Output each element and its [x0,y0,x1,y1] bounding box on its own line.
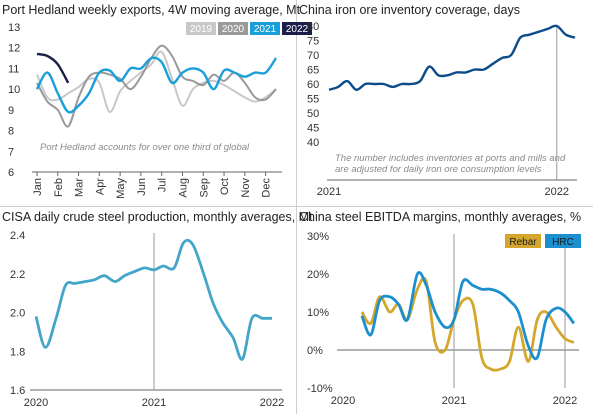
y-tick-label: 70 [307,50,319,62]
y-tick-label: 20% [307,269,329,281]
y-tick-label: 12 [8,43,20,55]
legend-label-rebar: Rebar [509,237,537,248]
legend-label-2020: 2020 [222,24,245,35]
legend-label-2019: 2019 [190,24,213,35]
annotation: The number includes inventories at ports… [335,153,566,164]
x-tick-label: Oct [219,178,231,195]
chart-title: CISA daily crude steel production, month… [2,210,313,224]
x-tick-label: 2021 [442,395,466,407]
x-tick-label: 2020 [24,397,48,409]
x-tick-label: Nov [240,178,252,198]
y-tick-label: 1.6 [10,385,25,397]
series-line [328,24,576,91]
y-tick-label: 80 [307,21,319,33]
legend-swatch-2021 [250,22,280,35]
y-tick-label: 11 [8,63,19,75]
x-tick-label: Mar [74,178,86,197]
y-tick-label: 1.8 [10,346,25,358]
y-tick-label: -10% [307,383,333,395]
y-tick-label: 0% [307,345,323,357]
y-tick-label: 50 [307,108,319,120]
legend-label-2022: 2022 [286,24,309,35]
x-tick-label: Aug [177,178,189,198]
x-tick-label: Feb [53,178,65,197]
x-tick-label: 2022 [260,397,284,409]
x-tick-label: Apr [94,178,106,195]
legend-label-hrc: HRC [552,237,574,248]
x-tick-label: 2021 [317,186,341,198]
y-tick-label: 45 [307,123,319,135]
chart-title: China steel EBITDA margins, monthly aver… [299,210,582,224]
x-tick-label: Jan [32,178,44,196]
y-tick-label: 13 [8,22,20,34]
y-tick-label: 2.4 [10,230,25,242]
y-tick-label: 9 [8,105,14,117]
ebitda-chart: -10% 0% 10% 20% 30% 2020 2021 2022 Rebar HRC [307,231,581,407]
y-tick-label: 55 [307,94,319,106]
x-tick-label: 2022 [553,395,577,407]
series-line-2022 [36,52,70,84]
y-tick-label: 2.0 [10,308,25,320]
series-line [34,238,272,361]
inventory-chart: 40 45 50 55 60 65 70 75 80 2021 2022 The number inc… [307,21,577,198]
y-tick-label: 60 [307,79,319,91]
legend-swatch-2019 [186,22,216,35]
x-tick-label: Sep [198,178,210,198]
port-hedland-panel: Port Hedland weekly exports, 4W moving a… [0,0,312,206]
y-tick-label: 8 [8,126,14,138]
y-tick-label: 10 [8,84,20,96]
series-line-2019 [36,50,277,113]
legend-swatch-2022 [282,22,312,35]
y-tick-label: 2.2 [10,269,25,281]
ebitda-panel: China steel EBITDA margins, monthly aver… [297,207,593,414]
y-tick-label: 30% [307,231,329,243]
annotation: Port Hedland accounts for over one third… [40,142,250,153]
y-tick-label: 65 [307,65,319,77]
x-tick-label: Jun [136,178,148,196]
y-tick-label: 7 [8,146,14,158]
series-line-rebar [360,276,575,372]
cisa-panel: CISA daily crude steel production, month… [0,207,313,414]
horizontal-divider [0,206,593,207]
vertical-divider [296,0,297,414]
cisa-chart: 1.6 1.8 2.0 2.2 2.4 2020 2021 2022 [10,230,284,409]
y-tick-label: 40 [307,137,319,149]
series-line-2021 [35,56,278,114]
port-hedland-chart: 6 7 8 9 10 11 12 13 Jan Feb Mar Apr May Jun Jul Aug Sep O… [8,22,312,199]
x-tick-label: 2020 [331,395,355,407]
chart-title: China iron ore inventory coverage, days [299,3,520,17]
inventory-panel: China iron ore inventory coverage, days … [297,0,593,206]
legend-label-2021: 2021 [254,24,277,35]
x-tick-label: 2021 [142,397,166,409]
chart-title: Port Hedland weekly exports, 4W moving a… [2,3,301,17]
y-tick-label: 75 [307,36,319,48]
x-tick-label: Jul [157,178,169,192]
y-tick-label: 10% [307,307,329,319]
y-tick-label: 6 [8,167,14,179]
legend-swatch-2020 [218,22,248,35]
legend-swatch-rebar [505,234,541,248]
series-line-hrc [360,271,576,361]
x-tick-label: May [115,178,127,199]
legend-swatch-hrc [545,234,581,248]
x-tick-label: Dec [261,178,273,198]
x-tick-label: 2022 [545,186,569,198]
annotation: are adjusted for daily iron ore consumpt… [335,164,542,175]
